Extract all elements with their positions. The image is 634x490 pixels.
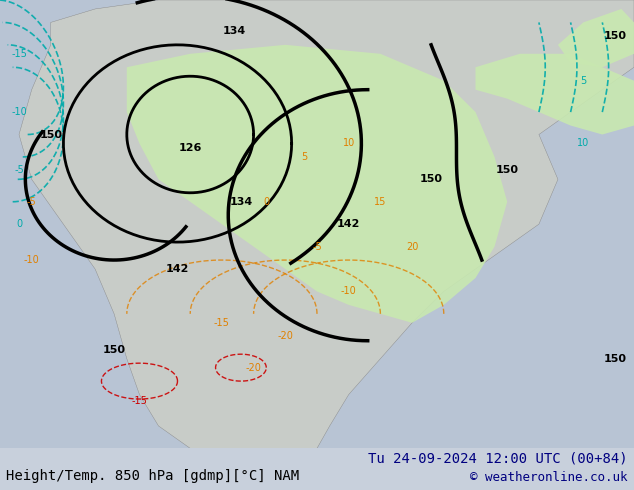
Text: Tu 24-09-2024 12:00 UTC (00+84): Tu 24-09-2024 12:00 UTC (00+84): [368, 451, 628, 466]
Text: -10: -10: [11, 107, 27, 117]
Text: 150: 150: [496, 165, 519, 175]
Text: 10: 10: [342, 139, 355, 148]
Text: -15: -15: [214, 318, 230, 328]
Text: 142: 142: [337, 219, 360, 229]
Text: -5: -5: [14, 165, 24, 175]
Text: 150: 150: [420, 174, 443, 184]
Text: 5: 5: [580, 75, 586, 86]
Text: 142: 142: [166, 264, 189, 274]
Polygon shape: [476, 54, 634, 135]
Text: -10: -10: [341, 287, 356, 296]
Text: 134: 134: [223, 26, 246, 36]
Text: -10: -10: [24, 255, 39, 265]
Text: -5: -5: [312, 242, 322, 251]
Polygon shape: [19, 0, 634, 448]
Text: © weatheronline.co.uk: © weatheronline.co.uk: [470, 471, 628, 484]
Text: 134: 134: [230, 197, 252, 207]
Text: 126: 126: [179, 143, 202, 153]
Text: 5: 5: [301, 152, 307, 162]
Polygon shape: [558, 9, 634, 67]
Polygon shape: [127, 45, 507, 323]
Text: -20: -20: [245, 363, 262, 373]
Text: -20: -20: [277, 331, 294, 341]
Text: 0: 0: [16, 219, 22, 229]
Text: -15: -15: [131, 395, 148, 406]
Text: Height/Temp. 850 hPa [gdmp][°C] NAM: Height/Temp. 850 hPa [gdmp][°C] NAM: [6, 468, 299, 483]
Text: 15: 15: [374, 197, 387, 207]
Text: -5: -5: [27, 197, 37, 207]
Text: -15: -15: [11, 49, 27, 59]
Text: 150: 150: [39, 129, 62, 140]
Text: 150: 150: [103, 344, 126, 355]
Text: 10: 10: [577, 139, 590, 148]
Text: 20: 20: [406, 242, 418, 251]
Text: 150: 150: [604, 31, 626, 41]
Text: 150: 150: [604, 354, 626, 364]
Text: 0: 0: [263, 197, 269, 207]
